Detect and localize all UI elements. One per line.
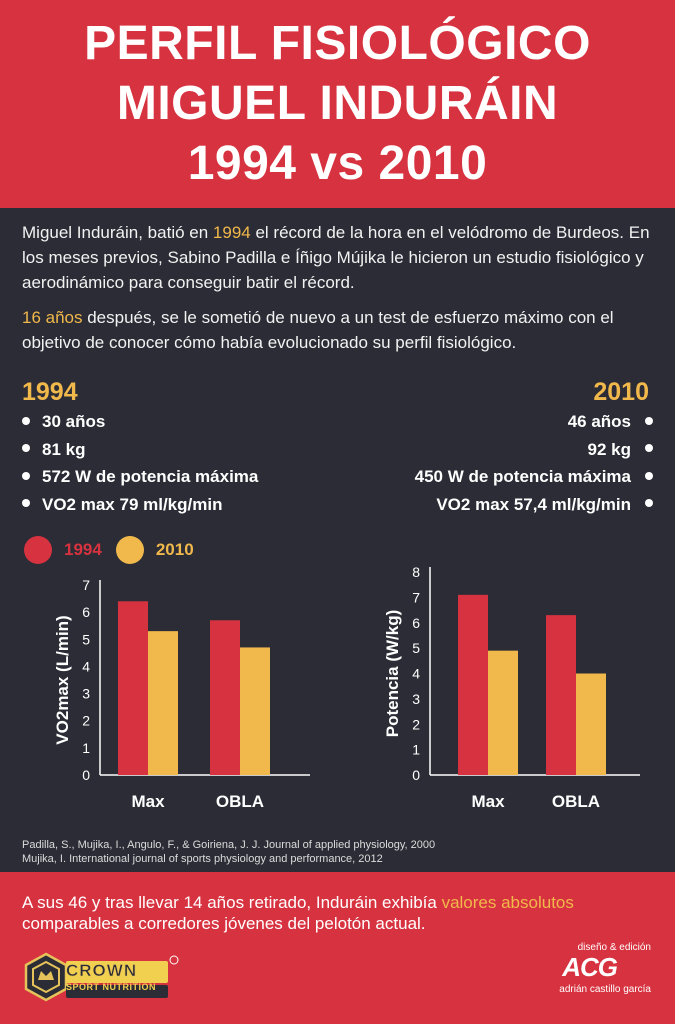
y-tick-label: 4 [412, 666, 420, 682]
bullet-icon [22, 444, 30, 453]
bullet-icon [22, 416, 30, 425]
credit-caption: diseño & edición [577, 942, 651, 953]
crown-logo-icon [24, 952, 179, 1002]
reference-1: Padilla, S., Mujika, I., Angulo, F., & G… [22, 839, 436, 851]
bar-1994-max [118, 601, 148, 775]
bar-2010-obla [240, 647, 270, 775]
header-banner: PERFIL FISIOLÓGICO MIGUEL INDURÁIN 1994 … [0, 0, 675, 208]
bar-1994-obla [210, 620, 240, 775]
highlight-absolute-values: valores absolutos [441, 893, 574, 912]
x-tick-label: Max [131, 792, 165, 811]
bar-1994-max [458, 594, 488, 775]
references: Padilla, S., Mujika, I., Angulo, F., & G… [22, 838, 435, 866]
title-line-3: 1994 vs 2010 [187, 137, 488, 190]
year-2010-heading: 2010 [593, 378, 649, 406]
intro-text: Miguel Induráin, batió en 1994 el récord… [22, 220, 658, 365]
y-tick-label: 7 [82, 577, 90, 593]
title-line-1: PERFIL FISIOLÓGICO [84, 17, 591, 70]
highlight-1994: 1994 [212, 223, 251, 242]
y-tick-label: 6 [412, 615, 420, 631]
bullet-icon [645, 444, 653, 453]
y-tick-label: 5 [412, 640, 420, 656]
intro-paragraph-1: Miguel Induráin, batió en 1994 el récord… [22, 223, 650, 292]
year-1994-heading: 1994 [22, 378, 78, 406]
list-item: 450 W de potencia máxima [415, 463, 653, 491]
list-item: 30 años [22, 408, 258, 436]
crown-brand-word: CROWN [66, 961, 138, 981]
reference-2: Mujika, I. International journal of spor… [22, 853, 383, 865]
y-tick-label: 1 [82, 740, 90, 756]
y-tick-label: 1 [412, 742, 420, 758]
bar-2010-obla [576, 673, 606, 775]
list-item: 572 W de potencia máxima [22, 463, 258, 491]
x-tick-label: OBLA [216, 792, 264, 811]
highlight-16-years: 16 años [22, 308, 83, 327]
list-item: 81 kg [22, 436, 258, 464]
bar-2010-max [148, 631, 178, 775]
legend-label-2010: 2010 [155, 540, 194, 559]
legend-swatch-1994 [24, 536, 52, 564]
y-tick-label: 7 [412, 589, 420, 605]
legend-swatch-2010 [115, 536, 144, 564]
y-tick-label: 2 [412, 716, 420, 732]
list-item: 92 kg [415, 436, 653, 464]
footer-banner: A sus 46 y tras llevar 14 años retirado,… [0, 872, 675, 1024]
credit-name: adrián castillo garcía [559, 984, 651, 995]
bar-2010-max [488, 650, 518, 775]
profile-1994-list: 30 años 81 kg 572 W de potencia máxima V… [22, 408, 258, 518]
potencia-chart: Potencia (W/kg) 0 1 2 3 4 5 6 7 8 Max OBLA [383, 564, 640, 811]
list-item: VO2 max 79 ml/kg/min [22, 491, 258, 519]
intro-paragraph-2: 16 años después, se le sometió de nuevo … [22, 308, 614, 352]
y-tick-label: 5 [82, 631, 90, 647]
y-tick-label: 2 [82, 713, 90, 729]
bar-1994-obla [546, 615, 576, 775]
y-tick-label: 6 [82, 604, 90, 620]
bullet-icon [645, 499, 653, 508]
y-tick-label: 0 [82, 767, 90, 783]
footer-text: A sus 46 y tras llevar 14 años retirado,… [22, 893, 574, 933]
y-axis-label: VO2max (L/min) [53, 615, 72, 744]
bullet-icon [22, 471, 30, 480]
bullet-icon [22, 499, 30, 508]
vo2max-chart: VO2max (L/min) 0 1 2 3 4 5 6 7 Max OBLA [53, 577, 310, 811]
y-tick-label: 0 [412, 767, 420, 783]
acg-logo: ACG [562, 952, 618, 982]
chart-legend: 1994 2010 [24, 535, 208, 565]
y-tick-label: 4 [82, 658, 90, 674]
y-tick-label: 8 [412, 564, 420, 580]
bullet-icon [645, 416, 653, 425]
y-tick-label: 3 [412, 691, 420, 707]
x-tick-label: Max [471, 792, 505, 811]
list-item: 46 años [415, 408, 653, 436]
profile-2010-list: 46 años 92 kg 450 W de potencia máxima V… [415, 408, 653, 518]
bullet-icon [645, 471, 653, 480]
y-tick-label: 3 [82, 686, 90, 702]
list-item: VO2 max 57,4 ml/kg/min [415, 491, 653, 519]
x-tick-label: OBLA [552, 792, 600, 811]
y-axis-label: Potencia (W/kg) [383, 610, 402, 738]
title-line-2: MIGUEL INDURÁIN [116, 77, 559, 130]
legend-label-1994: 1994 [64, 540, 102, 559]
crown-brand-sub: SPORT NUTRITION [66, 982, 156, 992]
